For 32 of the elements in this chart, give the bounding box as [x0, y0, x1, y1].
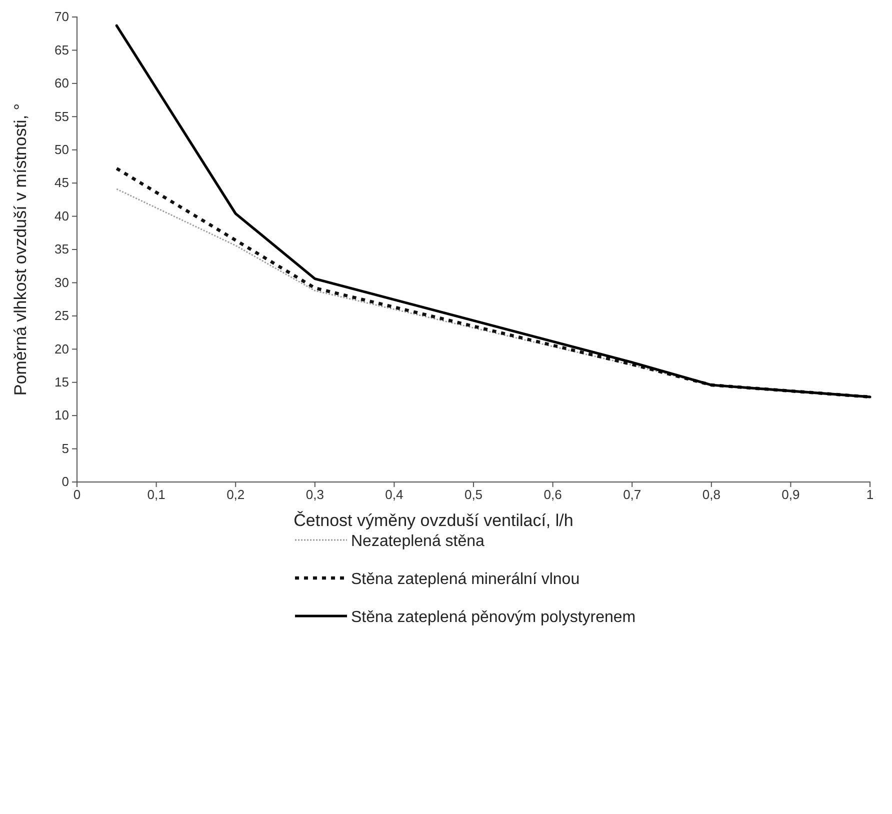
y-tick-label: 50 [54, 142, 69, 158]
y-tick-label: 60 [54, 76, 69, 91]
y-tick-label: 25 [54, 308, 69, 324]
y-tick-label: 5 [62, 440, 69, 456]
x-tick-label: 0 [73, 487, 81, 502]
legend-label: Nezateplená stěna [351, 533, 485, 550]
x-tick-label: 0,7 [623, 487, 642, 502]
x-tick-label: 0,1 [147, 487, 166, 502]
x-tick-label: 0,8 [702, 487, 720, 502]
y-tick-label: 40 [54, 208, 69, 224]
x-tick-label: 0,4 [385, 487, 404, 502]
y-tick-label: 0 [62, 474, 69, 490]
y-tick-label: 55 [54, 108, 69, 124]
x-tick-label: 0,9 [782, 487, 800, 502]
y-tick-label: 30 [54, 274, 69, 290]
y-tick-label: 35 [54, 242, 69, 257]
x-tick-label: 0,6 [544, 487, 562, 502]
legend-label: Stěna zateplená minerální vlnou [351, 571, 580, 588]
x-tick-label: 0,5 [464, 487, 483, 502]
y-tick-label: 65 [54, 42, 69, 58]
legend-label: Stěna zateplená pěnovým polystyrenem [351, 609, 636, 626]
x-axis-title: Četnost výměny ovzduší ventilací, l/h [294, 511, 574, 530]
y-tick-label: 70 [54, 9, 69, 24]
x-tick-label: 1 [866, 487, 874, 502]
line-series [115, 24, 872, 398]
y-tick-label: 45 [54, 175, 69, 190]
y-tick-label: 20 [54, 341, 69, 356]
y-axis-title: Poměrná vlhkost ovzduší v místnosti, ° [11, 103, 30, 396]
x-tick-label: 0,3 [306, 487, 324, 502]
y-tick-label: 15 [54, 374, 69, 390]
x-tick-label: 0,2 [226, 487, 245, 502]
y-tick-label: 10 [54, 408, 69, 423]
